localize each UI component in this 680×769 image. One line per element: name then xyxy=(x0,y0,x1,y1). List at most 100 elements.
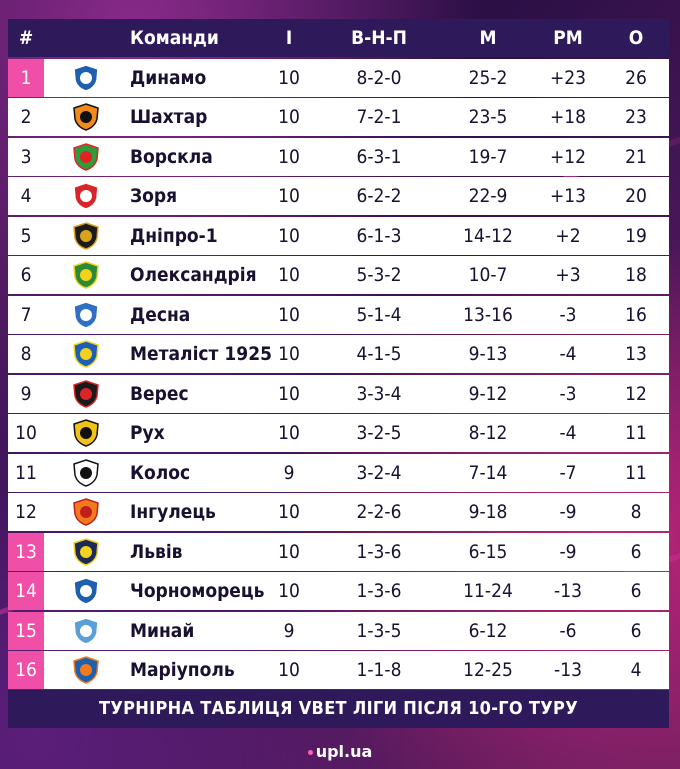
row-points: 4 xyxy=(630,659,642,681)
table-caption: ТУРНІРНА ТАБЛИЦЯ VBET ЛІГИ ПІСЛЯ 10-ГО Т… xyxy=(8,690,669,728)
team-crest xyxy=(73,537,99,566)
brand-dot-icon xyxy=(307,750,313,755)
row-wdl: 4-1-5 xyxy=(356,343,402,365)
row-games: 10 xyxy=(278,145,300,168)
desna-logo-icon xyxy=(56,296,116,334)
row-points: 6 xyxy=(630,540,642,563)
row-goals: 10-7 xyxy=(468,264,508,286)
row-team-name: Верес xyxy=(130,382,189,405)
row-games: 9 xyxy=(283,461,295,484)
row-goal-difference: -3 xyxy=(559,303,577,326)
team-crest xyxy=(73,419,99,447)
row-points: 19 xyxy=(625,224,647,247)
dynamo-logo-icon xyxy=(56,59,116,97)
inhulets-logo-icon xyxy=(56,493,116,531)
table-row: 14 Чорноморець 10 1-3-6 11-24 -13 6 xyxy=(8,572,669,610)
table-row: 16 Маріуполь 10 1-1-8 12-25 -13 4 xyxy=(8,651,669,689)
row-points: 11 xyxy=(625,461,647,484)
row-goal-difference: -9 xyxy=(559,540,577,563)
row-position: 13 xyxy=(8,532,44,571)
row-wdl: 5-3-2 xyxy=(356,264,402,286)
row-goal-difference: +23 xyxy=(549,66,587,89)
row-goals: 11-24 xyxy=(463,580,513,602)
row-goal-difference: -3 xyxy=(559,382,577,405)
row-games: 10 xyxy=(278,580,300,602)
row-wdl: 5-1-4 xyxy=(356,303,402,326)
row-goals: 13-16 xyxy=(463,303,513,326)
row-points: 26 xyxy=(625,66,647,89)
row-games: 10 xyxy=(278,264,300,286)
table-row: 10 Рух 10 3-2-5 8-12 -4 11 xyxy=(8,414,669,452)
team-crest xyxy=(73,182,99,210)
row-team-name: Минай xyxy=(130,619,195,642)
row-points: 18 xyxy=(625,264,647,286)
row-goals: 9-12 xyxy=(468,382,508,405)
row-wdl: 6-1-3 xyxy=(356,224,402,247)
row-goal-difference: -9 xyxy=(559,501,577,523)
row-games: 10 xyxy=(278,659,300,681)
row-goal-difference: -4 xyxy=(559,343,577,365)
row-wdl: 7-2-1 xyxy=(356,106,402,128)
row-position: 15 xyxy=(8,611,44,650)
row-position: 12 xyxy=(8,493,44,531)
row-goal-difference: +2 xyxy=(555,224,581,247)
row-position: 3 xyxy=(8,137,44,176)
row-team-name: Колос xyxy=(130,461,191,484)
metalist1925-logo-icon xyxy=(56,335,116,373)
row-position: 11 xyxy=(8,453,44,492)
lviv-logo-icon xyxy=(56,533,116,571)
row-goals: 7-14 xyxy=(468,461,508,484)
row-team-name: Чорноморець xyxy=(130,580,265,602)
row-team-name: Маріуполь xyxy=(130,659,235,681)
oleksandriya-logo-icon xyxy=(56,256,116,294)
table-row: 7 Десна 10 5-1-4 13-16 -3 16 xyxy=(8,295,669,334)
row-position: 16 xyxy=(8,651,44,689)
row-points: 13 xyxy=(625,343,647,365)
row-team-name: Олександрія xyxy=(130,264,257,286)
row-position: 1 xyxy=(8,58,44,97)
row-points: 20 xyxy=(625,185,647,207)
row-games: 10 xyxy=(278,303,300,326)
table-row: 1 Динамо 10 8-2-0 25-2 +23 26 xyxy=(8,58,669,97)
team-crest xyxy=(73,103,99,131)
row-points: 21 xyxy=(625,145,647,168)
row-goals: 6-12 xyxy=(468,619,508,642)
row-position: 10 xyxy=(8,414,44,452)
row-goals: 22-9 xyxy=(468,185,508,207)
row-team-name: Ворскла xyxy=(130,145,213,168)
row-team-name: Рух xyxy=(130,422,165,444)
row-team-name: Металіст 1925 xyxy=(130,343,272,365)
row-goal-difference: +3 xyxy=(555,264,581,286)
header-goal-difference: РМ xyxy=(553,27,583,49)
header-points: О xyxy=(628,27,644,49)
row-games: 10 xyxy=(278,224,300,247)
row-wdl: 6-3-1 xyxy=(356,145,402,168)
team-crest xyxy=(73,340,99,368)
row-wdl: 3-2-5 xyxy=(356,422,402,444)
header-position: # xyxy=(18,27,34,49)
row-goals: 9-13 xyxy=(468,343,508,365)
row-wdl: 3-2-4 xyxy=(356,461,402,484)
row-goals: 6-15 xyxy=(468,540,508,563)
row-games: 10 xyxy=(278,501,300,523)
row-team-name: Інгулець xyxy=(130,501,216,523)
row-points: 6 xyxy=(630,619,642,642)
team-crest xyxy=(73,379,99,408)
row-goal-difference: -13 xyxy=(554,659,582,681)
row-wdl: 1-1-8 xyxy=(356,659,402,681)
team-crest xyxy=(73,656,99,684)
row-games: 10 xyxy=(278,66,300,89)
table-header: # Команди І В-Н-П М РМ О xyxy=(8,19,669,57)
table-row: 4 Зоря 10 6-2-2 22-9 +13 20 xyxy=(8,177,669,215)
table-row: 11 Колос 9 3-2-4 7-14 -7 11 xyxy=(8,453,669,492)
row-wdl: 3-3-4 xyxy=(356,382,402,405)
row-games: 10 xyxy=(278,540,300,563)
row-position: 7 xyxy=(8,295,44,334)
row-goal-difference: -6 xyxy=(559,619,577,642)
brand-text: upl.ua xyxy=(315,742,373,761)
vorskla-logo-icon xyxy=(56,138,116,176)
row-wdl: 6-2-2 xyxy=(356,185,402,207)
row-position: 6 xyxy=(8,256,44,294)
row-position: 14 xyxy=(8,572,44,610)
team-crest xyxy=(73,142,99,171)
